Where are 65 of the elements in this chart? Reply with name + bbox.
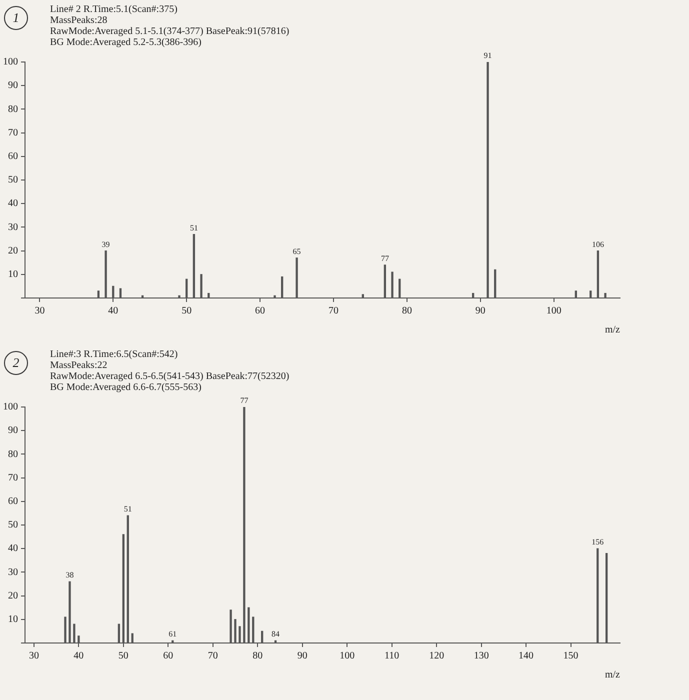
annotation: 77 <box>240 396 248 405</box>
y-tick-label: 80 <box>8 448 18 460</box>
x-tick-label: 60 <box>163 650 174 662</box>
x-tick-label: 90 <box>475 306 486 317</box>
x-axis-title: m/z <box>605 324 621 336</box>
x-tick-label: 100 <box>340 650 355 662</box>
annotation: 38 <box>66 570 74 580</box>
x-tick-label: 80 <box>402 306 412 317</box>
y-tick-label: 20 <box>8 245 18 256</box>
annotation: 84 <box>272 630 280 639</box>
x-tick-label: 60 <box>255 306 266 317</box>
x-tick-label: 120 <box>429 650 444 662</box>
annotation: 156 <box>592 538 604 547</box>
x-tick-label: 80 <box>252 650 263 662</box>
y-tick-label: 10 <box>8 269 18 280</box>
x-tick-label: 40 <box>108 306 118 317</box>
x-tick-label: 50 <box>118 650 128 662</box>
y-tick-label: 80 <box>8 104 18 115</box>
chart-title: Line#:3 R.Time:6.5(Scan#:542) <box>50 349 179 360</box>
x-axis-title: m/z <box>605 670 621 681</box>
x-tick-label: 50 <box>182 306 192 317</box>
text: 2 <box>4 351 28 375</box>
x-tick-label: 90 <box>297 650 308 662</box>
annotation: 51 <box>190 223 198 232</box>
x-tick-label: 70 <box>208 650 218 662</box>
x-tick-label: 30 <box>34 306 45 317</box>
y-tick-label: 90 <box>8 80 18 92</box>
annotation: 61 <box>168 630 177 639</box>
y-tick-label: 60 <box>8 151 18 162</box>
chart-title: Line# 2 R.Time:5.1(Scan#:375) <box>50 4 178 15</box>
annotation: 91 <box>484 51 492 60</box>
x-tick-label: 110 <box>384 650 400 662</box>
text: BG Mode:Averaged 5.2-5.3(386-396) <box>50 37 202 48</box>
y-tick-label: 20 <box>8 590 18 602</box>
text: RawMode:Averaged 5.1-5.1(374-377) BasePeak:91(57816) <box>50 26 290 37</box>
annotation: 106 <box>592 240 604 249</box>
y-tick-label: 10 <box>8 614 18 626</box>
y-tick-label: 50 <box>8 520 18 531</box>
x-tick-label: 100 <box>546 306 562 317</box>
y-tick-label: 100 <box>3 56 18 68</box>
text: MassPeaks:22 <box>50 360 108 371</box>
x-tick-label: 150 <box>563 650 578 662</box>
x-tick-label: 70 <box>328 306 339 317</box>
x-tick-label: 40 <box>74 650 84 662</box>
y-tick-label: 30 <box>8 566 18 578</box>
y-tick-label: 70 <box>8 472 18 484</box>
text: 1 <box>4 6 28 30</box>
y-tick-label: 70 <box>8 127 18 138</box>
annotation: 51 <box>124 504 132 514</box>
x-tick-label: 130 <box>474 650 489 662</box>
y-tick-label: 60 <box>8 496 18 508</box>
text: MassPeaks:28 <box>50 15 108 26</box>
x-tick-label: 30 <box>28 650 39 662</box>
y-tick-label: 40 <box>8 543 18 554</box>
y-tick-label: 40 <box>8 198 18 210</box>
y-tick-label: 30 <box>8 222 18 233</box>
annotation: 77 <box>380 254 389 263</box>
annotation: 39 <box>102 240 110 249</box>
annotation: 65 <box>292 246 301 256</box>
text: BG Mode:Averaged 6.6-6.7(555-563) <box>50 382 202 393</box>
y-tick-label: 90 <box>8 425 18 436</box>
text: RawMode:Averaged 6.5-6.5(541-543) BasePeak:77(52320) <box>50 371 290 382</box>
y-tick-label: 50 <box>8 174 18 186</box>
y-tick-label: 100 <box>3 402 18 413</box>
x-tick-label: 140 <box>518 650 534 662</box>
